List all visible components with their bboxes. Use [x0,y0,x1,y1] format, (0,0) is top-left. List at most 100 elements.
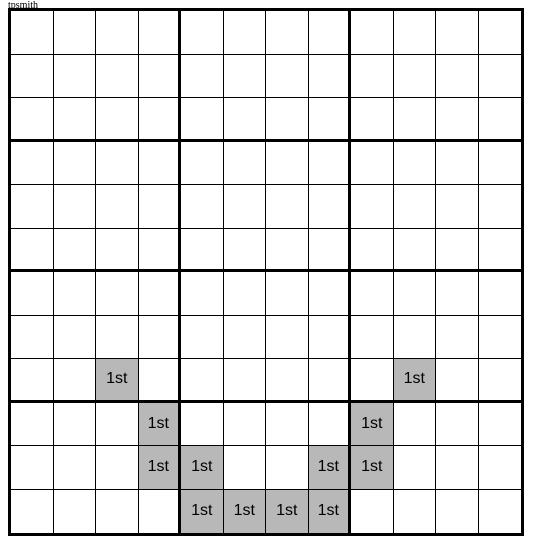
grid-cell [224,229,267,273]
sudoku-container: tpsmith 1st1st1st1st1st1st1st1st1st1st1s… [8,8,526,536]
grid-cell [139,272,182,316]
grid-cell [11,55,54,99]
grid-cell [394,272,437,316]
grid-cell [309,185,352,229]
grid-cell [351,185,394,229]
grid-cell [266,98,309,142]
grid-cell [479,11,522,55]
grid-cell [96,403,139,447]
grid-cell [309,403,352,447]
grid-cell [54,229,97,273]
grid-cell [96,11,139,55]
grid-cell [436,359,479,403]
grid-cell [224,98,267,142]
grid-cell: 1st [139,403,182,447]
sudoku-grid: 1st1st1st1st1st1st1st1st1st1st1st1st [8,8,524,536]
grid-cell [309,55,352,99]
grid-cell [224,272,267,316]
grid-cell [436,403,479,447]
grid-cell [11,185,54,229]
grid-cell [54,98,97,142]
grid-cell [394,11,437,55]
grid-cell [266,142,309,186]
grid-cell [309,98,352,142]
grid-cell [351,55,394,99]
grid-cell: 1st [266,490,309,534]
grid-cell [139,316,182,360]
grid-cell [181,359,224,403]
grid-cell [54,185,97,229]
grid-cell [54,490,97,534]
grid-cell [11,272,54,316]
grid-cell [479,98,522,142]
grid-cell [394,316,437,360]
grid-cell [266,272,309,316]
grid-cell [181,55,224,99]
grid-cell [139,98,182,142]
grid-cell: 1st [351,403,394,447]
grid-cell [224,446,267,490]
grid-cell [309,272,352,316]
grid-cell [436,185,479,229]
grid-cell [96,316,139,360]
watermark-text: tpsmith [8,0,38,11]
grid-cell [309,142,352,186]
grid-cell [224,185,267,229]
grid-cell [54,55,97,99]
grid-cell [139,229,182,273]
grid-cell [436,490,479,534]
grid-cell [479,55,522,99]
grid-cell: 1st [309,490,352,534]
grid-cell [394,403,437,447]
grid-cell [54,142,97,186]
grid-cell [11,11,54,55]
grid-cell: 1st [351,446,394,490]
grid-cell [479,316,522,360]
grid-cell [11,229,54,273]
grid-cell [54,403,97,447]
grid-cell [96,55,139,99]
grid-cell [394,446,437,490]
grid-cell [266,229,309,273]
grid-cell [479,403,522,447]
grid-cell [96,98,139,142]
grid-cell [394,490,437,534]
grid-cell [181,142,224,186]
grid-cell [266,359,309,403]
grid-cell [54,11,97,55]
grid-cell [266,403,309,447]
grid-cell [224,403,267,447]
grid-cell [436,229,479,273]
grid-cell [54,446,97,490]
grid-cell [11,446,54,490]
grid-cell [96,142,139,186]
grid-cell [96,490,139,534]
grid-cell [224,55,267,99]
grid-cell [394,98,437,142]
grid-cell [351,490,394,534]
grid-cell [139,142,182,186]
grid-cell [394,229,437,273]
grid-cell [139,185,182,229]
grid-cell [351,98,394,142]
grid-cell [139,11,182,55]
grid-cell [181,316,224,360]
grid-cell [96,185,139,229]
grid-cell [479,446,522,490]
grid-cell [351,316,394,360]
grid-cell [11,98,54,142]
grid-cell [139,359,182,403]
grid-cell: 1st [96,359,139,403]
grid-cell [11,316,54,360]
grid-cell [394,55,437,99]
grid-cell [181,98,224,142]
grid-cell [266,11,309,55]
grid-cell [394,142,437,186]
grid-cell [96,446,139,490]
grid-cell: 1st [394,359,437,403]
grid-cell: 1st [181,490,224,534]
grid-cell [351,359,394,403]
grid-cell [351,229,394,273]
grid-cell [266,55,309,99]
grid-cell [181,229,224,273]
